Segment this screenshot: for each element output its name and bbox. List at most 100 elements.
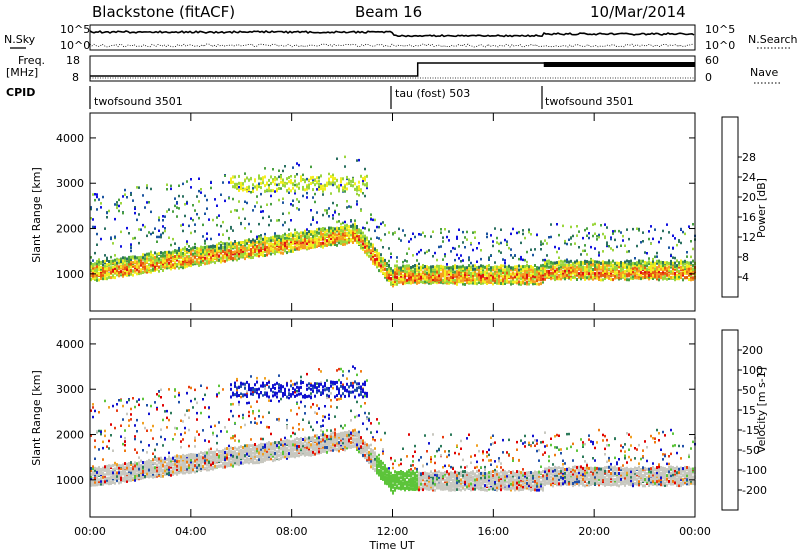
data-cell <box>184 458 186 461</box>
data-cell <box>188 459 190 462</box>
data-cell <box>216 435 218 438</box>
data-cell <box>510 233 512 236</box>
data-cell <box>536 266 538 269</box>
data-cell <box>268 216 270 219</box>
data-cell <box>146 472 148 475</box>
data-cell <box>130 467 132 470</box>
data-cell <box>216 459 218 462</box>
data-cell <box>208 406 210 409</box>
data-cell <box>522 259 524 262</box>
data-cell <box>210 426 212 429</box>
data-cell <box>144 206 146 209</box>
data-cell <box>278 170 280 173</box>
data-cell <box>582 261 584 264</box>
data-cell <box>348 225 350 228</box>
data-cell <box>530 274 532 277</box>
data-cell <box>120 477 122 480</box>
data-cell <box>646 275 648 278</box>
data-cell <box>126 472 128 475</box>
data-cell <box>170 458 172 461</box>
data-cell <box>670 270 672 273</box>
data-cell <box>136 472 138 475</box>
data-cell <box>298 233 300 236</box>
data-cell <box>238 250 240 253</box>
data-cell <box>606 268 608 271</box>
data-cell <box>172 467 174 470</box>
data-cell <box>200 260 202 263</box>
data-cell <box>554 246 556 249</box>
data-cell <box>150 251 152 254</box>
data-cell <box>370 243 372 246</box>
data-cell <box>296 207 298 210</box>
data-cell <box>206 464 208 467</box>
data-cell <box>148 267 150 270</box>
data-cell <box>486 265 488 268</box>
data-cell <box>586 235 588 238</box>
data-cell <box>102 260 104 263</box>
data-cell <box>292 452 294 455</box>
data-cell <box>312 230 314 233</box>
data-cell <box>232 257 234 260</box>
data-cell <box>142 449 144 452</box>
data-cell <box>290 203 292 206</box>
data-cell <box>254 248 256 251</box>
data-cell <box>250 177 252 180</box>
data-cell <box>486 274 488 277</box>
data-cell <box>100 433 102 436</box>
data-cell <box>224 448 226 451</box>
data-cell <box>632 267 634 270</box>
data-cell <box>502 275 504 278</box>
data-cell <box>244 240 246 243</box>
data-cell <box>154 458 156 461</box>
data-cell <box>588 266 590 269</box>
data-cell <box>158 266 160 269</box>
data-cell <box>162 252 164 255</box>
data-cell <box>234 439 236 442</box>
data-cell <box>284 388 286 391</box>
data-cell <box>174 249 176 252</box>
data-cell <box>244 257 246 260</box>
data-cell <box>278 219 280 222</box>
data-cell <box>116 471 118 474</box>
data-cell <box>270 253 272 256</box>
data-cell <box>200 451 202 454</box>
data-cell <box>162 232 164 235</box>
data-cell <box>92 259 94 262</box>
data-cell <box>198 458 200 461</box>
data-cell <box>500 242 502 245</box>
data-cell <box>554 262 556 265</box>
data-cell <box>602 260 604 263</box>
data-cell <box>262 385 264 388</box>
data-cell <box>550 265 552 268</box>
data-cell <box>474 237 476 240</box>
data-cell <box>232 447 234 450</box>
data-cell <box>350 184 352 187</box>
data-cell <box>598 278 600 281</box>
data-cell <box>212 451 214 454</box>
data-cell <box>358 181 360 184</box>
date-label: 10/Mar/2014 <box>590 3 686 21</box>
data-cell <box>350 180 352 183</box>
data-cell <box>192 253 194 256</box>
data-cell <box>178 463 180 466</box>
data-cell <box>604 261 606 264</box>
data-cell <box>196 251 198 254</box>
data-cell <box>554 272 556 275</box>
data-cell <box>376 252 378 255</box>
data-cell <box>286 189 288 192</box>
data-cell <box>266 237 268 240</box>
data-cell <box>194 459 196 462</box>
data-cell <box>220 194 222 197</box>
data-cell <box>234 240 236 243</box>
data-cell <box>138 270 140 273</box>
data-cell <box>260 186 262 189</box>
data-cell <box>450 266 452 269</box>
data-cell <box>120 202 122 205</box>
data-cell <box>684 260 686 263</box>
data-cell <box>234 255 236 258</box>
data-cell <box>198 200 200 203</box>
data-cell <box>194 464 196 467</box>
data-cell <box>324 242 326 245</box>
data-cell <box>238 241 240 244</box>
data-cell <box>146 201 148 204</box>
